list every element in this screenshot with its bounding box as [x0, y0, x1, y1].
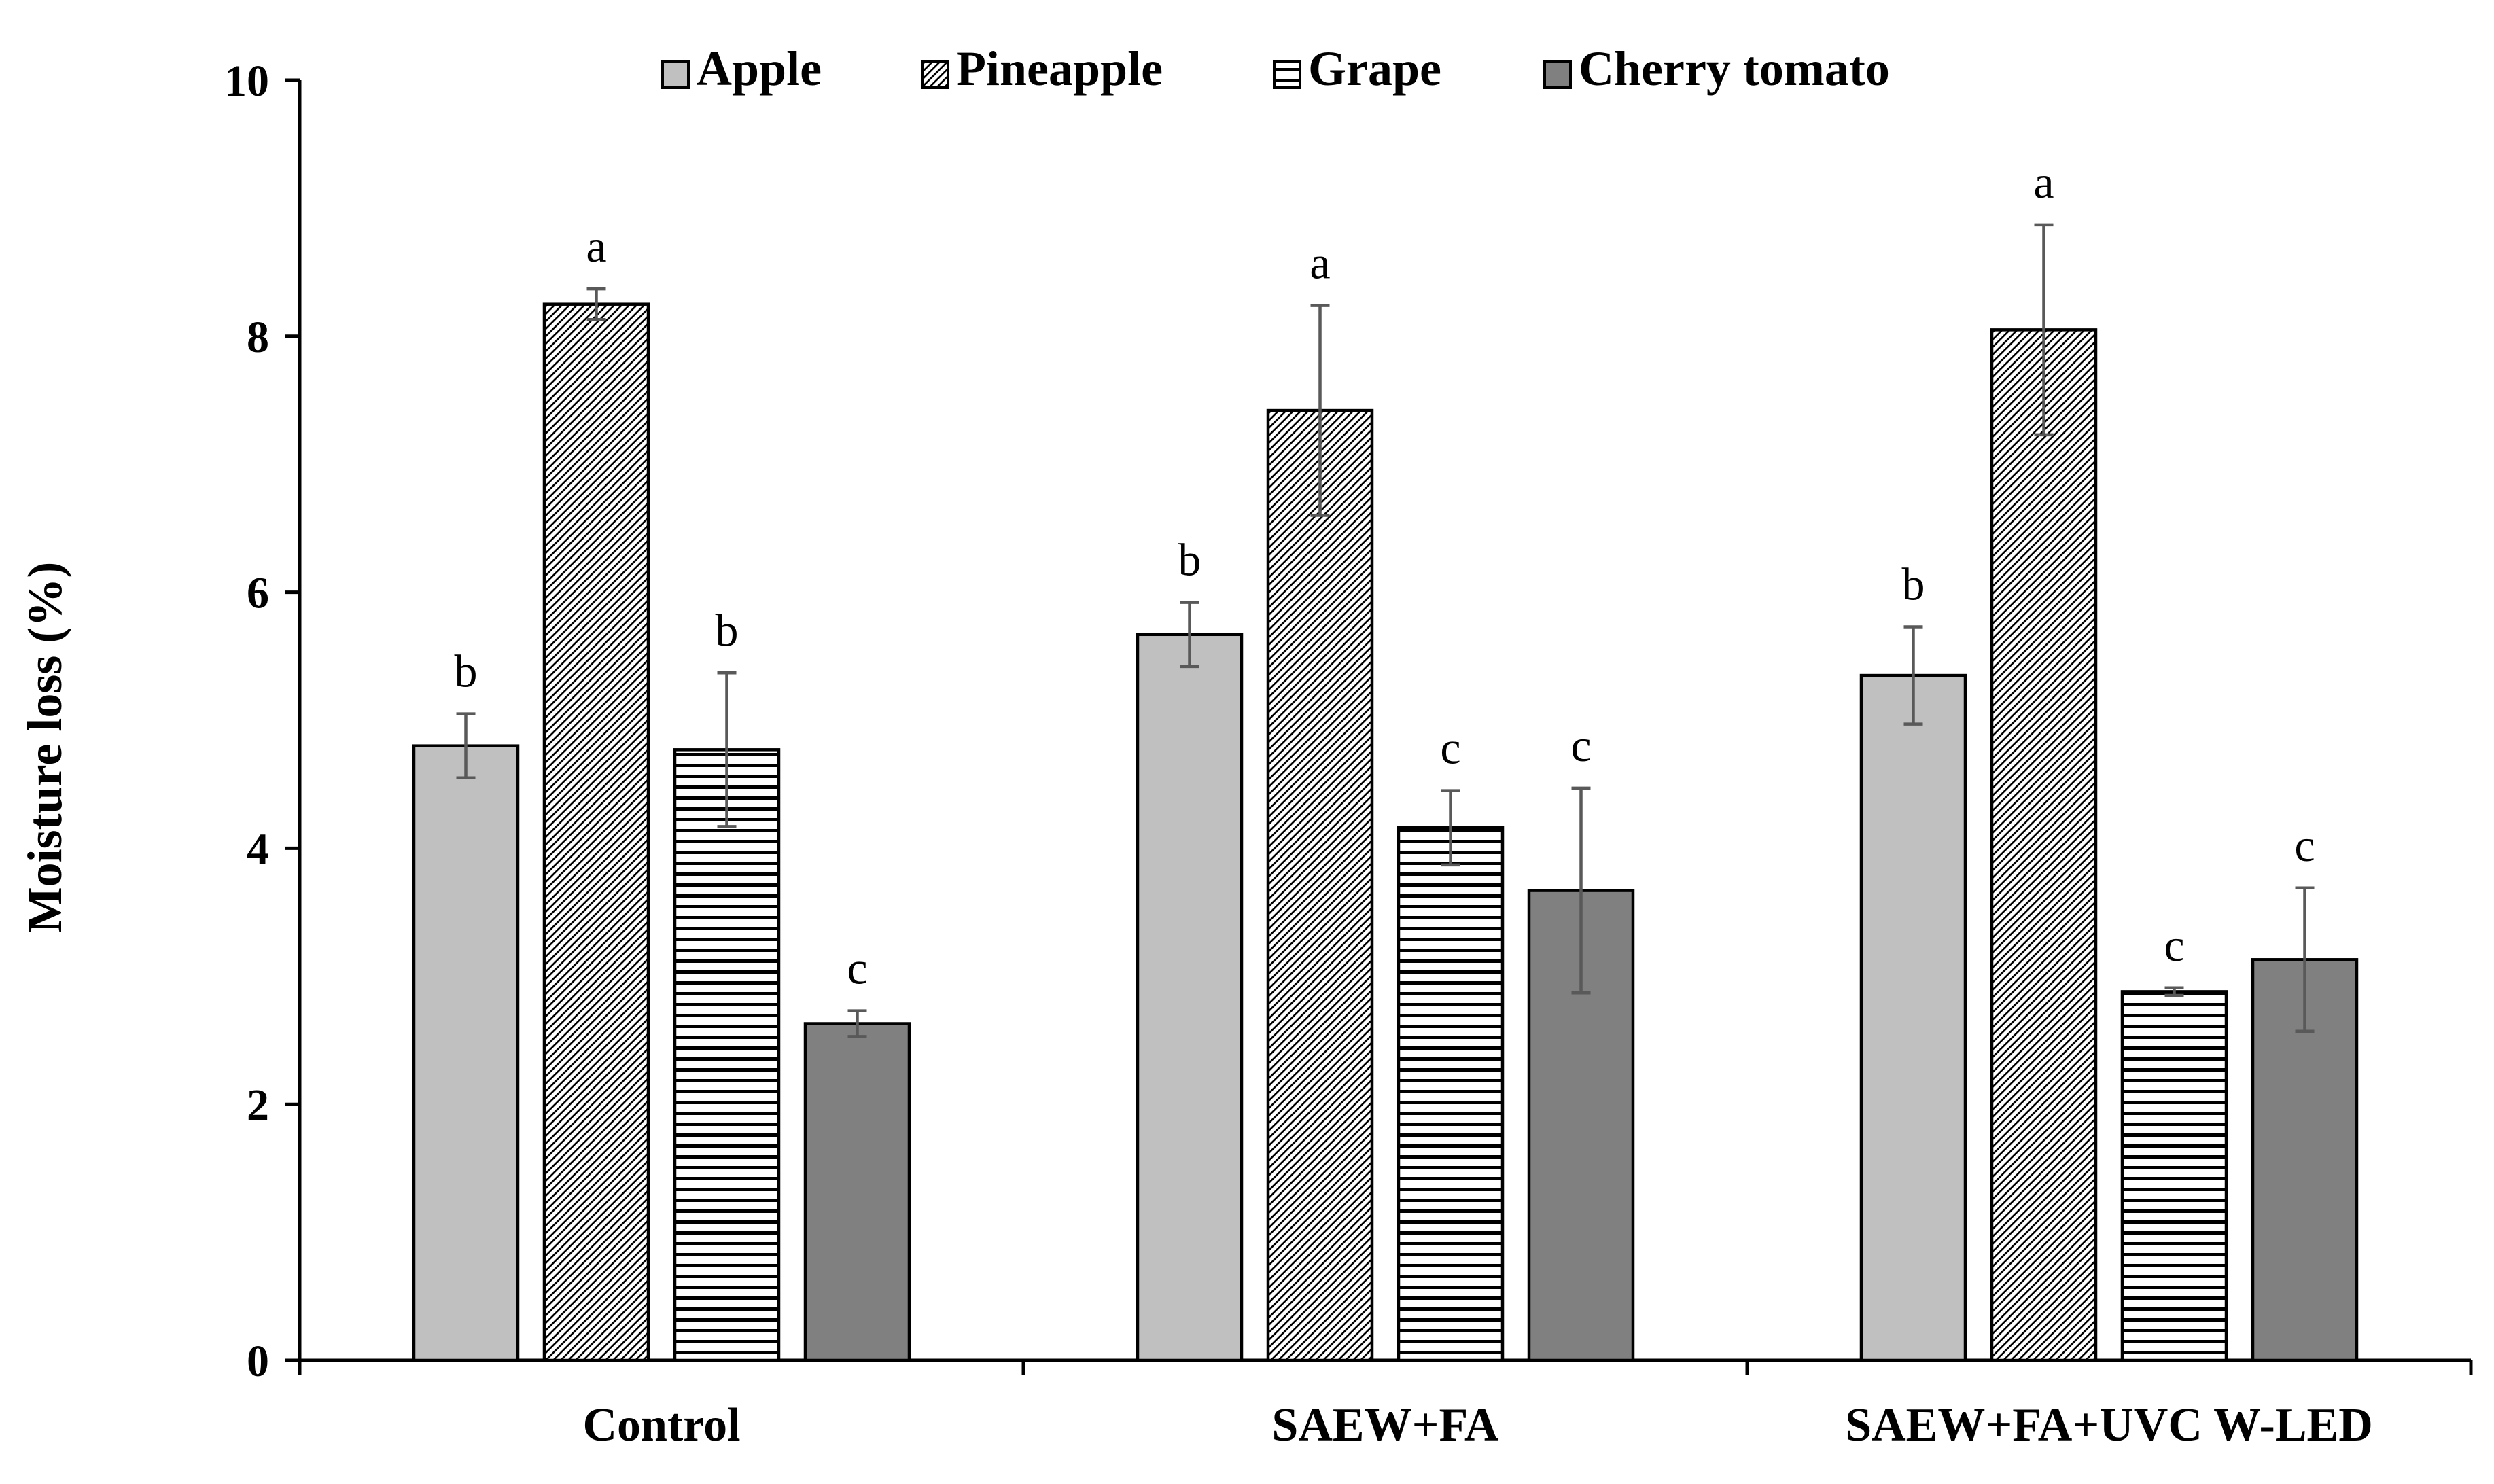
significance-letter: c	[2164, 919, 2184, 971]
y-tick-label: 10	[224, 56, 269, 106]
significance-letter: c	[2294, 819, 2315, 871]
bar	[412, 744, 520, 1362]
significance-letter: b	[1178, 534, 1201, 586]
x-category-label: Control	[582, 1399, 740, 1451]
y-tick-label: 4	[247, 824, 269, 874]
legend: Apple Pineapple Grape Cherry tomato	[661, 41, 1890, 96]
significance-letter: b	[1902, 558, 1925, 610]
legend-label: Grape	[1308, 41, 1441, 96]
significance-letter: a	[586, 220, 606, 272]
x-category-label: SAEW+FA	[1271, 1399, 1499, 1451]
legend-swatch	[1273, 60, 1301, 89]
bars: b a b c b a c c b a c c	[412, 156, 2359, 1362]
y-tick-label: 2	[247, 1080, 269, 1130]
legend-swatch	[921, 60, 949, 89]
y-tick-label: 8	[247, 313, 269, 362]
legend-label: Pineapple	[956, 41, 1163, 96]
bar	[1136, 633, 1244, 1362]
y-tick-label: 0	[247, 1337, 269, 1386]
legend-label: Cherry tomato	[1579, 41, 1890, 96]
significance-letter: a	[1310, 237, 1330, 289]
legend-label: Apple	[697, 41, 822, 96]
y-axis: 0 2 4 6 8 10	[224, 56, 302, 1386]
bar	[803, 1022, 911, 1362]
bar	[1397, 826, 1505, 1362]
significance-letter: b	[455, 646, 478, 697]
bar	[673, 748, 781, 1362]
bar	[1266, 408, 1374, 1362]
bar	[1527, 889, 1635, 1362]
bar	[1859, 673, 1967, 1362]
bar	[542, 302, 650, 1362]
legend-swatch	[1543, 60, 1572, 89]
significance-letter: c	[1440, 722, 1460, 774]
bar	[2120, 990, 2228, 1362]
significance-letter: c	[847, 942, 867, 994]
legend-swatch	[661, 60, 690, 89]
bar	[1990, 328, 2098, 1362]
significance-letter: a	[2033, 156, 2054, 208]
significance-letter: b	[716, 604, 739, 656]
x-axis: Control SAEW+FA SAEW+FA+UVC W-LED	[298, 1358, 2473, 1451]
x-category-label: SAEW+FA+UVC W-LED	[1845, 1399, 2373, 1451]
y-axis-title: Moisture loss (%)	[18, 562, 72, 934]
significance-letter: c	[1570, 720, 1591, 771]
y-tick-label: 6	[247, 569, 269, 618]
